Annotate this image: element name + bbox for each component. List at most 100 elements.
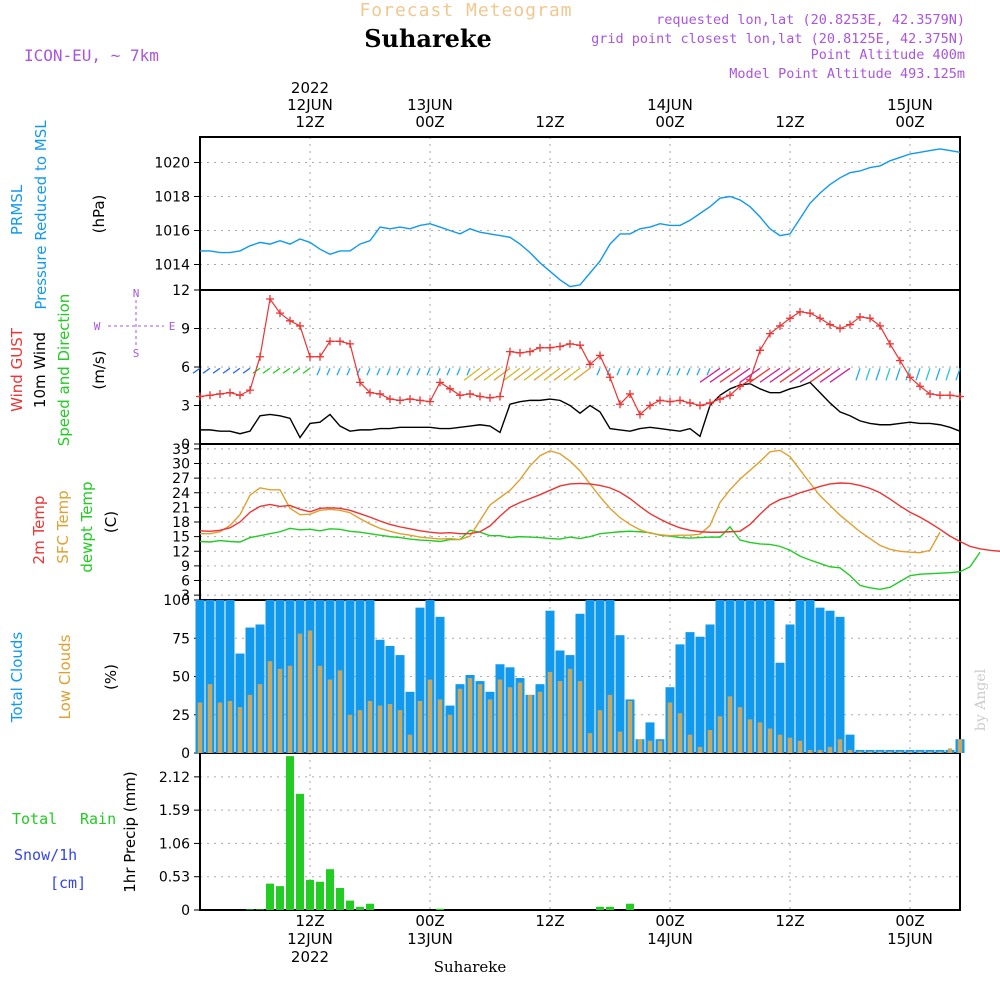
wind-gust-marker [716, 395, 724, 404]
wind-gust-marker [506, 347, 514, 356]
wind-gust-marker [476, 392, 484, 401]
wind-gust-marker [526, 347, 534, 356]
low-clouds-bar [757, 722, 763, 753]
wind-arrow [192, 367, 201, 374]
low-clouds-bar [337, 670, 343, 753]
low-clouds-bar [517, 682, 523, 753]
wind-gust-marker [256, 352, 264, 361]
wind-arrow [885, 368, 891, 381]
wind-gust-marker [826, 320, 834, 329]
top-time-label: 00Z [895, 113, 924, 131]
wind-gust-marker [316, 352, 324, 361]
y-tick-label: 50 [172, 670, 190, 686]
wind-gust-marker [746, 375, 754, 384]
wind-arrow [282, 367, 291, 374]
low-clouds-bar [587, 733, 593, 753]
wind-gust-marker [576, 341, 584, 350]
low-clouds-bar [797, 740, 803, 753]
low-clouds-bar [737, 707, 743, 753]
pressure-label-1: PRMSL [8, 184, 26, 235]
wind-gust-marker [856, 312, 864, 321]
top-time-label: 12Z [295, 113, 324, 131]
low-clouds-bar [707, 730, 713, 753]
wind-10m-label: 10m Wind [31, 332, 49, 408]
total-clouds-bar [685, 632, 695, 753]
low-clouds-bar [457, 688, 463, 753]
low-clouds-bar [347, 714, 353, 753]
y-tick-label: 100 [163, 593, 190, 609]
model-label: ICON-EU, ~ 7km [24, 46, 159, 65]
low-clouds-bar [927, 751, 933, 753]
total-clouds-bar [765, 600, 775, 753]
low-clouds-bar [617, 731, 623, 753]
clouds-unit: (%) [102, 664, 120, 690]
sfc-temp-line [200, 449, 941, 554]
wind-gust-marker [586, 360, 594, 369]
wind-gust-marker [916, 382, 924, 391]
low-clouds-bar [657, 740, 663, 753]
wind-arrow [865, 368, 871, 381]
wind-arrow [222, 367, 231, 374]
wind-gust-marker [296, 321, 304, 330]
wind-arrow [719, 367, 741, 383]
y-tick-label: 12 [172, 283, 190, 299]
wind-arrow [543, 367, 561, 381]
low-clouds-bar [577, 681, 583, 753]
y-tick-label: 9 [181, 559, 190, 575]
y-tick-label: 18 [172, 515, 190, 531]
wind-arrow [699, 367, 721, 383]
bottom-time-label: 00Z [415, 912, 444, 930]
low-clouds-bar [847, 749, 853, 753]
low-clouds-bar [827, 746, 833, 753]
location-title: Suhareke [364, 24, 492, 53]
wind-arrow [416, 368, 421, 376]
rain-bar [266, 883, 274, 910]
precip-unit: 1hr Precip (mm) [121, 771, 139, 892]
wind-arrow [935, 368, 941, 381]
total-clouds-bar [755, 600, 765, 753]
wind-arrow [855, 368, 861, 381]
rain-bar [286, 756, 294, 910]
wind-arrow [436, 368, 441, 376]
wind-unit: (m/s) [90, 350, 108, 389]
wind-arrow [503, 367, 521, 381]
wind-gust-marker [376, 389, 384, 398]
total-clouds-bar [815, 607, 825, 753]
wind-gust-marker [596, 351, 604, 360]
wind-gust-marker [606, 373, 614, 382]
wind-arrow [302, 367, 311, 374]
total-clouds-bar [835, 616, 845, 753]
wind-arrow [769, 367, 791, 383]
wind-arrow [346, 368, 351, 376]
wind-arrow [366, 368, 371, 376]
low-clouds-label: Low Clouds [56, 634, 74, 719]
rain-bar [256, 909, 264, 910]
wind-arrow [666, 368, 671, 376]
wind-gust-marker [676, 396, 684, 405]
forecast-title: Forecast Meteogram [359, 0, 572, 21]
wind-gust-marker [236, 391, 244, 400]
precip-snow-unit: [cm] [50, 874, 86, 892]
wind-arrow [686, 368, 691, 376]
wind-arrow [616, 368, 621, 376]
wind-arrow [696, 368, 701, 376]
y-tick-label: 9 [181, 322, 190, 338]
low-clouds-bar [307, 630, 313, 753]
wind-gust-marker [556, 342, 564, 351]
wind-gust-marker [456, 391, 464, 400]
low-clouds-bar [467, 678, 473, 753]
wind-arrow [202, 367, 211, 374]
wind-arrow [829, 367, 851, 383]
low-clouds-bar [687, 734, 693, 753]
wind-arrow [596, 368, 601, 376]
low-clouds-bar [317, 665, 323, 753]
precip-total-label: Total [12, 810, 57, 828]
total-clouds-bar [435, 616, 445, 753]
wind-arrow [242, 367, 251, 374]
top-time-label: 12JUN [287, 96, 333, 114]
rain-bar [626, 903, 634, 910]
low-clouds-bar [367, 700, 373, 753]
low-clouds-bar [957, 739, 963, 753]
wind-gust-marker [766, 329, 774, 338]
rain-bar [246, 909, 254, 910]
